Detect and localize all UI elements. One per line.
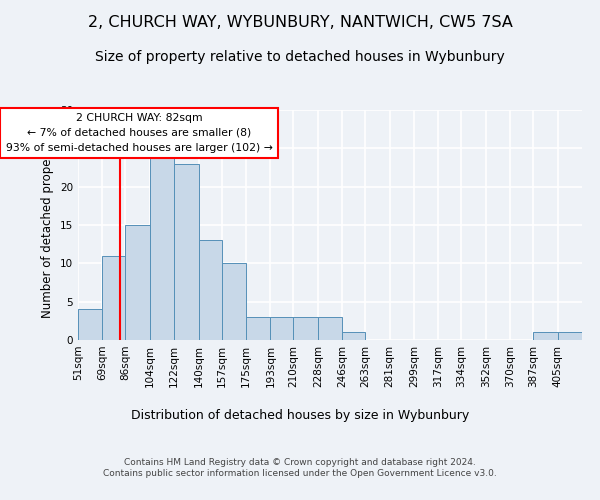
Bar	[150, 156, 174, 340]
Text: Size of property relative to detached houses in Wybunbury: Size of property relative to detached ho…	[95, 50, 505, 64]
Bar	[221, 264, 246, 340]
Bar	[342, 332, 365, 340]
Bar	[125, 225, 150, 340]
Bar	[174, 164, 199, 340]
Bar	[533, 332, 557, 340]
Text: Contains HM Land Registry data © Crown copyright and database right 2024.
Contai: Contains HM Land Registry data © Crown c…	[103, 458, 497, 477]
Bar	[293, 317, 318, 340]
Bar	[199, 240, 221, 340]
Bar	[318, 317, 342, 340]
Bar	[103, 256, 125, 340]
Bar	[246, 317, 271, 340]
Y-axis label: Number of detached properties: Number of detached properties	[41, 132, 55, 318]
Text: 2, CHURCH WAY, WYBUNBURY, NANTWICH, CW5 7SA: 2, CHURCH WAY, WYBUNBURY, NANTWICH, CW5 …	[88, 15, 512, 30]
Text: 2 CHURCH WAY: 82sqm
← 7% of detached houses are smaller (8)
93% of semi-detached: 2 CHURCH WAY: 82sqm ← 7% of detached hou…	[5, 113, 272, 152]
Text: Distribution of detached houses by size in Wybunbury: Distribution of detached houses by size …	[131, 410, 469, 422]
Bar	[271, 317, 293, 340]
Bar	[557, 332, 582, 340]
Bar	[78, 310, 103, 340]
